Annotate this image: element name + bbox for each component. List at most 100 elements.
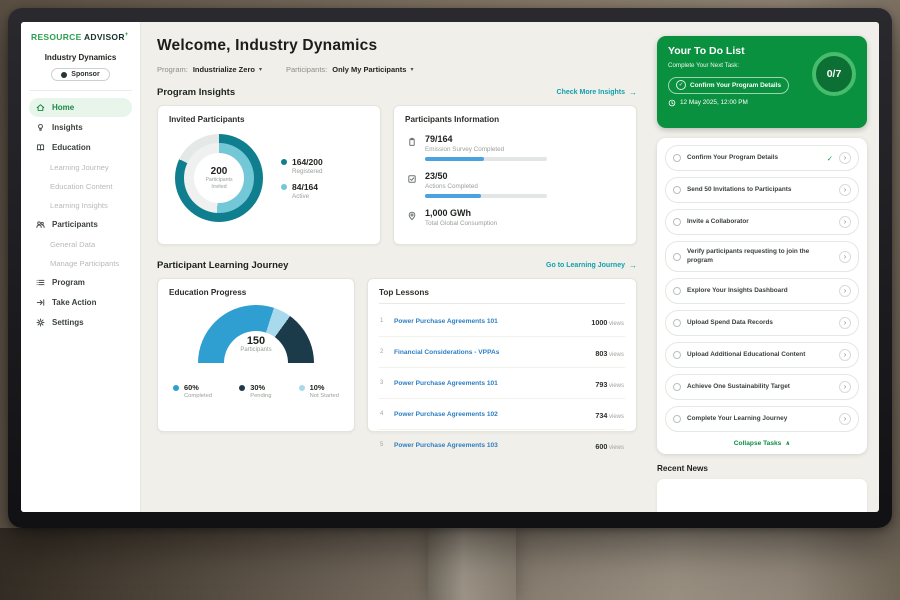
task-label: Confirm Your Program Details (687, 153, 779, 161)
insights-cards: Invited Participants 200 Participants In… (157, 105, 637, 245)
task-checkbox[interactable] (673, 415, 681, 424)
task-item[interactable]: Confirm Your Program Details ✓ › (665, 145, 859, 171)
chevron-right-icon[interactable]: › (839, 285, 851, 298)
sidebar-item-learning-journey[interactable]: Learning Journey (29, 158, 132, 176)
lesson-row[interactable]: 2 Financial Considerations - VPPAs 803 vie… (379, 337, 625, 368)
legend-label: Active (292, 192, 310, 200)
todo-title: Your To Do List (668, 45, 745, 57)
sponsor-icon (61, 71, 68, 78)
task-checkbox[interactable] (673, 383, 681, 392)
chevron-right-icon[interactable]: › (839, 413, 851, 426)
sidebar-item-label: Education Content (50, 181, 113, 191)
todo-panel: Your To Do List Complete Your Next Task:… (657, 36, 867, 128)
task-checkbox[interactable] (673, 154, 681, 162)
section-title-learning-journey: Participant Learning Journey (157, 260, 289, 271)
chevron-right-icon[interactable]: › (839, 152, 851, 164)
task-checkbox[interactable] (673, 218, 681, 226)
sidebar-item-manage-participants[interactable]: Manage Participants (29, 254, 132, 272)
todo-progress-ring: 0/7 (812, 52, 856, 96)
task-label: Upload Additional Educational Content (687, 350, 806, 358)
education-gauge: 150 Participants (198, 305, 314, 363)
check-more-insights-link[interactable]: Check More Insights → (557, 88, 637, 97)
lesson-link[interactable]: Power Purchase Agreements 101 (394, 379, 498, 387)
lesson-rank: 1 (380, 318, 384, 324)
task-checkbox[interactable] (673, 351, 681, 360)
sidebar-item-home[interactable]: Home (29, 98, 132, 117)
progress-track (425, 194, 547, 198)
top-lessons-card: Top Lessons 1 Power Purchase Agreements 1… (367, 278, 637, 451)
gauge-center-label: Participants (240, 347, 272, 353)
task-item[interactable]: Achieve One Sustainability Target › (665, 374, 859, 401)
legend-item: 10% Not Started (298, 383, 339, 399)
task-checkbox[interactable] (673, 319, 681, 328)
lesson-row[interactable]: 3 Power Purchase Agreements 101 793 views (379, 368, 625, 399)
collapse-tasks-link[interactable]: Collapse Tasks ∧ (665, 438, 859, 451)
legend-value: 164/200 (292, 156, 323, 167)
chevron-right-icon[interactable]: › (839, 184, 851, 196)
participants-icon (36, 220, 45, 229)
lesson-views-label: views (607, 321, 624, 327)
sidebar-item-education-content[interactable]: Education Content (29, 177, 132, 195)
info-rows: 79/164 Emission Survey Completed 23/50 Acti… (405, 132, 625, 231)
task-checkbox[interactable] (673, 186, 681, 194)
participants-filter[interactable]: Participants: Only My Participants ▾ (286, 65, 413, 74)
chevron-right-icon[interactable]: › (839, 349, 851, 362)
program-filter-label: Program: (157, 65, 188, 74)
brand-plus: + (124, 32, 129, 39)
task-item[interactable]: Explore Your Insights Dashboard › (665, 278, 859, 305)
next-task-pill[interactable]: ✓ Confirm Your Program Details (668, 76, 790, 94)
go-to-learning-journey-link[interactable]: Go to Learning Journey → (546, 261, 637, 270)
monitor-bezel: RESOURCE ADVISOR+ Industry Dynamics Spon… (8, 8, 892, 528)
task-item[interactable]: Invite a Collaborator › (665, 209, 859, 235)
lesson-link[interactable]: Financial Considerations - VPPAs (394, 348, 500, 356)
legend-value: 60% (184, 383, 199, 392)
task-item[interactable]: Send 50 Invitations to Participants › (665, 177, 859, 203)
todo-task-list: Confirm Your Program Details ✓ › Send 50 In… (657, 138, 867, 455)
sidebar-item-general-data[interactable]: General Data (29, 235, 132, 253)
sidebar-item-education[interactable]: Education (29, 138, 132, 157)
task-item[interactable]: Complete Your Learning Journey › (665, 406, 859, 433)
lessons-rows: 1 Power Purchase Agreements 101 1000 views… (379, 306, 625, 460)
lesson-link[interactable]: Power Purchase Agreements 101 (394, 317, 498, 325)
legend-value: 84/164 (292, 181, 318, 192)
sidebar-item-insights[interactable]: Insights (29, 118, 132, 137)
chevron-right-icon[interactable]: › (839, 250, 851, 263)
app-logo: RESOURCE ADVISOR+ (29, 32, 132, 42)
chevron-right-icon[interactable]: › (839, 216, 851, 228)
program-filter[interactable]: Program: Industrialize Zero ▾ (157, 65, 262, 74)
lesson-link[interactable]: Power Purchase Agreements 103 (394, 441, 498, 449)
app-window: RESOURCE ADVISOR+ Industry Dynamics Spon… (21, 22, 879, 512)
task-item[interactable]: Upload Spend Data Records › (665, 310, 859, 337)
filter-bar: Program: Industrialize Zero ▾ Participan… (157, 65, 637, 74)
task-item[interactable]: Upload Additional Educational Content › (665, 342, 859, 369)
lesson-row[interactable]: 1 Power Purchase Agreements 101 1000 views (379, 306, 625, 337)
invited-donut: 200 Participants Invited (175, 134, 263, 222)
info-label: Total Global Consumption (425, 220, 498, 227)
lesson-views: 600 views (595, 436, 624, 454)
todo-subtitle: Complete Your Next Task: (668, 62, 740, 69)
legend-dot (281, 183, 287, 190)
sidebar-item-participants[interactable]: Participants (29, 215, 132, 234)
sidebar-item-learning-insights[interactable]: Learning Insights (29, 196, 132, 214)
lesson-row[interactable]: 4 Power Purchase Agreements 102 734 views (379, 399, 625, 430)
lesson-link[interactable]: Power Purchase Agreements 102 (394, 410, 498, 418)
sidebar-item-take-action[interactable]: Take Action (29, 293, 132, 312)
info-label: Actions Completed (425, 183, 478, 190)
task-checkbox[interactable] (673, 252, 681, 261)
lesson-views-value: 1000 (591, 318, 608, 327)
energy-icon (407, 208, 417, 226)
lesson-row[interactable]: 5 Power Purchase Agreements 103 600 views (379, 430, 625, 460)
lesson-views-label: views (607, 445, 624, 451)
sidebar-item-program[interactable]: Program (29, 273, 132, 292)
chevron-right-icon[interactable]: › (839, 381, 851, 394)
info-label: Emission Survey Completed (425, 146, 505, 153)
progress-fill (425, 194, 482, 198)
task-item[interactable]: Verify participants requesting to join t… (665, 241, 859, 273)
chevron-right-icon[interactable]: › (839, 317, 851, 330)
donut-center-value: 200 (210, 166, 228, 177)
settings-icon (36, 318, 45, 327)
participants-information-card: Participants Information 79/164 Emission … (393, 105, 637, 245)
task-checkbox[interactable] (673, 287, 681, 296)
sidebar-item-settings[interactable]: Settings (29, 313, 132, 332)
